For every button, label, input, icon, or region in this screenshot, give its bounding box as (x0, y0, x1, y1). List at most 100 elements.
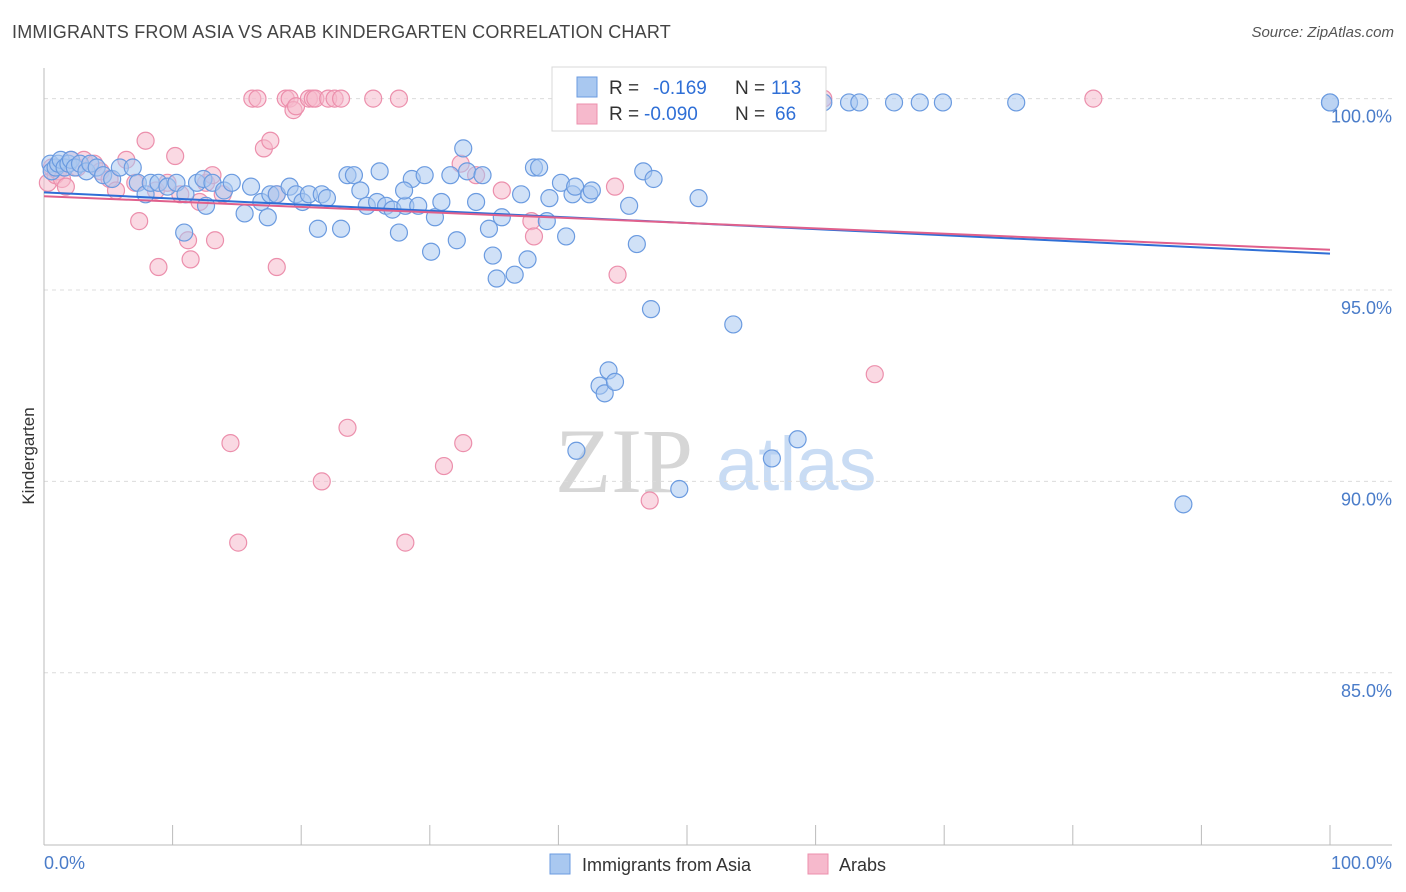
legend-swatch-arabs (576, 103, 598, 125)
x-tick-label-max: 100.0% (1331, 853, 1392, 873)
x-ticks (43, 825, 1331, 845)
asia-point (1320, 93, 1340, 112)
stats-legend: R = -0.169 N = 113 R = -0.090 N = 66 (551, 66, 827, 132)
asia-point (910, 93, 929, 112)
asia-point (389, 223, 409, 242)
legend-n-label-arabs: N = (735, 104, 765, 125)
arabs-point (205, 231, 225, 250)
bottom-legend-label-asia: Immigrants from Asia (582, 855, 752, 875)
arabs-point (364, 89, 383, 108)
asia-point (175, 223, 194, 242)
y-axis-title: Kindergarten (19, 407, 38, 504)
arabs-point (130, 212, 149, 231)
arabs-point (229, 533, 248, 552)
asia-point (344, 166, 364, 185)
stats-legend-box (551, 66, 827, 132)
asia-point (479, 219, 499, 238)
arabs-point (492, 181, 511, 200)
asia-point (567, 441, 586, 460)
arabs-point (608, 265, 627, 284)
axes (43, 68, 1392, 846)
asia-point (762, 449, 781, 468)
arabs-point (1084, 89, 1103, 108)
asia-point (492, 208, 511, 227)
arabs-point (267, 257, 286, 277)
arabs-point (389, 89, 409, 108)
arabs-point (865, 365, 884, 384)
arabs-point (524, 227, 544, 246)
asia-point (1007, 93, 1026, 112)
y-tick-label: 85.0% (1341, 681, 1392, 701)
arabs-point (248, 89, 267, 108)
asia-point (123, 158, 142, 177)
asia-point (308, 219, 328, 238)
asia-point (670, 479, 689, 499)
asia-point (933, 93, 953, 112)
asia-point (331, 219, 351, 238)
bottom-legend-label-arabs: Arabs (839, 855, 886, 875)
asia-point (512, 185, 531, 204)
legend-n-value-arabs: 66 (775, 104, 796, 125)
asia-point (788, 430, 807, 449)
arabs-point (454, 434, 473, 453)
asia-point (582, 181, 601, 200)
legend-swatch-asia (576, 76, 598, 98)
asia-point (595, 384, 614, 403)
asia-point (884, 93, 904, 112)
asia-point (235, 204, 254, 223)
asia-point (473, 166, 492, 185)
asia-point (394, 181, 414, 200)
asia-point (557, 227, 576, 246)
legend-r-label-asia: R = (609, 78, 639, 99)
arabs-point (434, 456, 454, 476)
legend-r-value-asia: -0.169 (653, 78, 707, 99)
arabs-point (396, 533, 415, 552)
asia-point (505, 265, 524, 284)
asia-point (620, 196, 639, 215)
legend-n-label-asia: N = (735, 78, 765, 99)
arabs-point (166, 146, 185, 166)
asia-point (457, 162, 477, 181)
asia-point (258, 208, 277, 227)
asia-point (540, 189, 559, 208)
asia-point (454, 139, 473, 158)
arabs-point (261, 131, 280, 150)
arabs-point (56, 177, 75, 196)
asia-point (724, 315, 743, 334)
bottom-legend: Immigrants from Asia Arabs (549, 853, 886, 875)
asia-point (605, 372, 625, 391)
source-attribution: Source: ZipAtlas.com (1251, 24, 1394, 41)
x-tick-label-min: 0.0% (44, 853, 85, 873)
bottom-legend-swatch-asia (549, 853, 571, 875)
asia-point (432, 192, 451, 212)
arabs-point (181, 250, 200, 269)
watermark-zip: ZIP (555, 410, 693, 512)
arabs-point (640, 491, 659, 510)
y-tick-labels: 100.0% 95.0% 90.0% 85.0% (1331, 107, 1392, 701)
asia-point (351, 181, 370, 200)
asia-point (1174, 495, 1193, 514)
asia-point (689, 189, 708, 208)
asia-point (241, 177, 261, 196)
arabs-point (136, 131, 155, 150)
asia-point (222, 173, 241, 192)
asia-point (518, 250, 537, 269)
arabs-trend-line (43, 195, 1331, 251)
chart-title: IMMIGRANTS FROM ASIA VS ARAB KINDERGARTE… (12, 22, 671, 42)
asia-point (441, 166, 460, 185)
y-tick-label: 95.0% (1341, 298, 1392, 318)
asia-point (530, 158, 549, 177)
arabs-point (605, 177, 625, 196)
asia-point (370, 162, 389, 181)
asia-point (483, 246, 502, 265)
asia-point (421, 242, 441, 261)
asia-point (447, 231, 466, 250)
legend-n-value-asia: 113 (771, 78, 801, 99)
asia-point (627, 234, 646, 254)
arabs-point (338, 418, 357, 437)
arabs-point (331, 89, 351, 108)
asia-point (317, 189, 337, 208)
trend-lines (43, 191, 1331, 255)
asia-point (850, 93, 869, 112)
